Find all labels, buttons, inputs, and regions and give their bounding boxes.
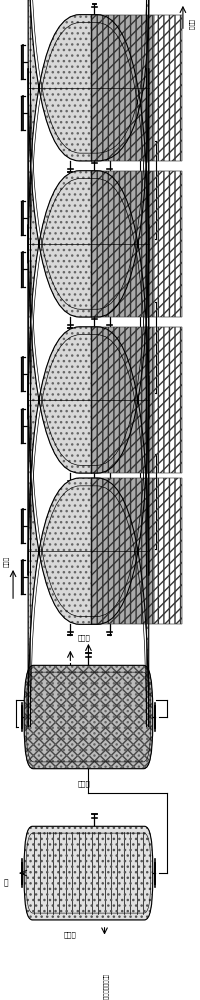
FancyBboxPatch shape [28, 0, 148, 263]
FancyBboxPatch shape [28, 68, 148, 419]
Text: 水求撸: 水求撸 [64, 932, 76, 938]
FancyBboxPatch shape [24, 665, 152, 769]
FancyBboxPatch shape [24, 665, 152, 769]
Bar [91, 478, 181, 624]
Bar [91, 478, 181, 624]
Bar [91, 327, 181, 473]
Bar [91, 15, 181, 161]
Bar [91, 327, 181, 473]
Bar [91, 171, 181, 317]
FancyBboxPatch shape [24, 826, 152, 920]
Bar [91, 171, 154, 317]
FancyBboxPatch shape [28, 376, 148, 727]
FancyBboxPatch shape [28, 68, 148, 419]
Text: 栲盘胡: 栲盘胡 [78, 634, 90, 641]
Text: 碳求胡: 碳求胡 [78, 483, 90, 490]
Text: 密蜜撸: 密蜜撸 [78, 780, 90, 787]
Text: 萍取剂: 萍取剂 [4, 555, 10, 567]
Text: 碳求胡: 碳求胡 [78, 171, 90, 177]
Text: 碳求胡: 碳求胡 [78, 327, 90, 333]
FancyBboxPatch shape [24, 826, 152, 920]
Bar [91, 327, 154, 473]
Text: 水: 水 [4, 878, 8, 887]
Bar [91, 478, 154, 624]
Bar [91, 15, 154, 161]
Bar [91, 171, 181, 317]
FancyBboxPatch shape [28, 224, 148, 576]
Bar [91, 15, 181, 161]
FancyBboxPatch shape [28, 224, 148, 576]
FancyBboxPatch shape [28, 376, 148, 727]
FancyBboxPatch shape [28, 0, 148, 263]
Text: 氯化铵: 氯化铵 [187, 19, 193, 30]
Text: 邻硝基苯胺结合物: 邻硝基苯胺结合物 [101, 974, 107, 1000]
